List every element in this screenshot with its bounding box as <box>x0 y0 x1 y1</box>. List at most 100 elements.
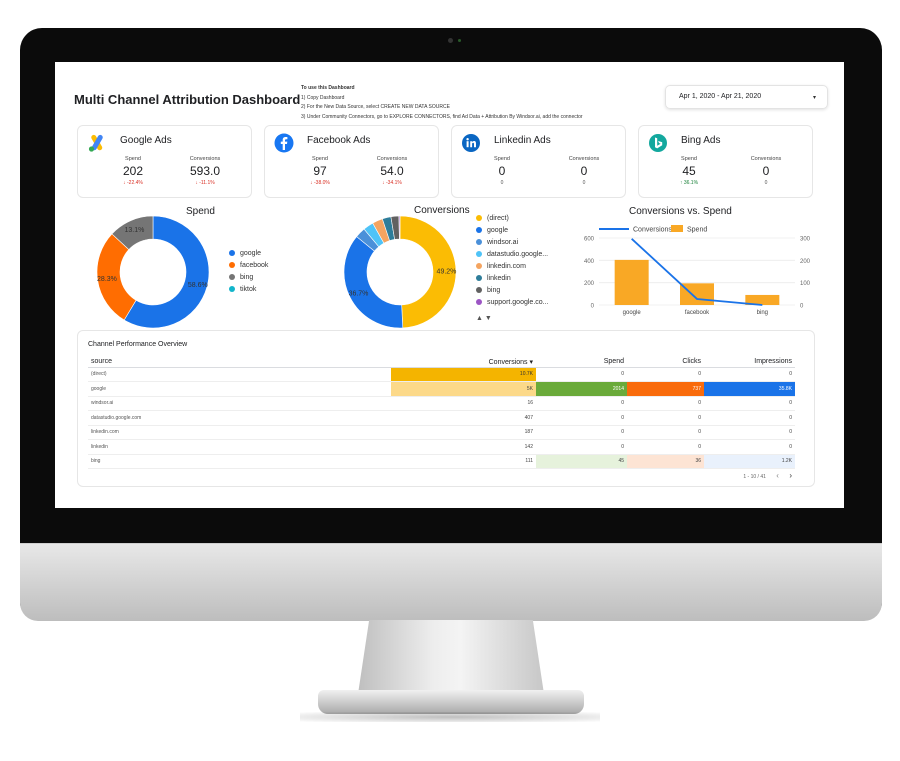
donut-slice-bing <box>111 215 154 250</box>
cell-conversions: 142 <box>391 439 536 455</box>
right-axis-tick: 200 <box>800 259 811 265</box>
column-header-impressions[interactable]: Impressions <box>704 357 795 368</box>
linkedin-icon <box>462 134 480 152</box>
left-axis-tick: 0 <box>591 304 595 310</box>
table-row[interactable]: datastudio.google.com 407 0 0 0 <box>88 410 795 426</box>
donut-slice-google <box>343 236 404 329</box>
spend-value: 202 <box>122 164 144 178</box>
legend-swatch <box>476 251 482 257</box>
slice-label: 58.6% <box>188 282 208 289</box>
legend-item[interactable]: bing <box>476 284 549 296</box>
bing-icon <box>649 134 667 152</box>
cell-spend: 2014 <box>536 381 627 397</box>
donut-slice-google <box>123 215 210 329</box>
legend-item[interactable]: google <box>476 224 549 236</box>
cell-source: bing <box>88 454 391 469</box>
conversions-label: Conversions <box>750 156 782 162</box>
conversions-value: 593.0 <box>189 164 221 178</box>
cell-source: linkedin <box>88 439 391 455</box>
legend-label: facebook <box>240 261 269 269</box>
kpi-card-linkedin-ads: Linkedin Ads Spend 0 0 Conversions 0 0 <box>451 125 626 198</box>
spend-change: ↓ -22.4% <box>123 180 143 186</box>
cell-conversions: 10.7K <box>391 367 536 382</box>
spend-chart-title: Spend <box>186 206 215 217</box>
legend-item[interactable]: facebook <box>229 259 268 271</box>
legend-swatch <box>476 263 482 269</box>
table-row[interactable]: linkedin.com 187 0 0 0 <box>88 425 795 440</box>
cell-clicks: 737 <box>627 381 704 397</box>
dashboard-screen: Multi Channel Attribution Dashboard To u… <box>55 62 844 508</box>
cell-spend: 0 <box>536 410 627 426</box>
cell-spend: 45 <box>536 454 627 469</box>
instructions: To use this Dashboard 1) Copy Dashboard … <box>301 84 651 122</box>
legend-item[interactable]: windsor.ai <box>476 236 549 248</box>
left-axis-tick: 600 <box>584 237 595 243</box>
slice-label: 13.1% <box>124 227 144 234</box>
x-axis-tick: google <box>623 310 642 316</box>
date-range-picker[interactable]: Apr 1, 2020 - Apr 21, 2020 ▾ <box>665 85 828 109</box>
table-pagination: 1 - 10 / 41 ‹ › <box>743 471 792 480</box>
spend-change: ↑ 36.1% <box>679 180 699 186</box>
column-header-conversions[interactable]: Conversions ▾ <box>391 357 536 368</box>
conversions-donut-chart: 49.2% 36.7% <box>343 215 457 329</box>
legend-swatch <box>476 299 482 305</box>
cell-impressions: 1.2K <box>704 454 795 469</box>
line-conversions <box>631 238 763 306</box>
kpi-card-bing-ads: Bing Ads Spend 45 ↑ 36.1% Conversions 0 … <box>638 125 813 198</box>
left-axis-tick: 400 <box>584 259 595 265</box>
google-ads-icon <box>88 134 103 152</box>
column-header-spend[interactable]: Spend <box>536 357 627 368</box>
legend-item[interactable]: (direct) <box>476 212 549 224</box>
page-title: Multi Channel Attribution Dashboard <box>74 92 301 107</box>
prev-page-button[interactable]: ‹ <box>776 471 779 480</box>
cell-source: datastudio.google.com <box>88 410 391 426</box>
column-header-source[interactable]: source <box>88 357 391 368</box>
spend-change: ↓ -38.0% <box>310 180 330 186</box>
monitor-stand <box>358 620 544 694</box>
spend-metric: Spend 0 0 <box>467 156 537 186</box>
legend-label: windsor.ai <box>487 238 519 246</box>
card-title: Facebook Ads <box>307 135 371 146</box>
legend-item[interactable]: support.google.co... <box>476 296 549 308</box>
camera-led <box>458 39 461 42</box>
next-page-button[interactable]: › <box>789 471 792 480</box>
legend-pager[interactable]: ▲ ▼ <box>476 315 492 322</box>
chevron-down-icon: ▾ <box>812 95 816 101</box>
card-title: Linkedin Ads <box>494 135 551 146</box>
table-header-row: source Conversions ▾ Spend Clicks Impres… <box>88 357 795 368</box>
cell-source: google <box>88 381 391 397</box>
table-row[interactable]: bing 111 45 36 1.2K <box>88 454 795 469</box>
conversions-change: 0 <box>582 180 586 186</box>
spend-label: Spend <box>125 156 141 162</box>
conversions-chart-title: Conversions <box>414 205 470 216</box>
legend-swatch <box>229 262 235 268</box>
legend-label: bing <box>487 286 501 294</box>
spend-donut-chart: 58.6% 28.3% 13.1% <box>96 215 210 329</box>
legend-item[interactable]: tiktok <box>229 283 268 295</box>
legend-label: tiktok <box>240 285 257 293</box>
legend-item[interactable]: linkedin.com <box>476 260 549 272</box>
cell-impressions: 0 <box>704 425 795 440</box>
pagination-range: 1 - 10 / 41 <box>743 474 766 480</box>
donut-slice-support-google-co- <box>398 215 401 240</box>
legend-item[interactable]: linkedin <box>476 272 549 284</box>
cell-conversions: 5K <box>391 381 536 397</box>
spend-metric: Spend 202 ↓ -22.4% <box>98 156 168 186</box>
spend-legend: google facebook bing tiktok <box>229 247 268 295</box>
legend-item[interactable]: datastudio.google... <box>476 248 549 260</box>
conversions-value: 54.0 <box>380 164 404 178</box>
conversions-metric: Conversions 593.0 ↓ -11.1% <box>170 156 240 186</box>
instruction-step: 2) For the New Data Source, select CREAT… <box>301 104 450 110</box>
column-header-clicks[interactable]: Clicks <box>627 357 704 368</box>
cell-impressions: 0 <box>704 367 795 382</box>
table-row[interactable]: google 5K 2014 737 35.8K <box>88 381 795 397</box>
conversions-label: Conversions <box>189 156 221 162</box>
legend-item[interactable]: bing <box>229 271 268 283</box>
legend-item[interactable]: google <box>229 247 268 259</box>
table-row[interactable]: windsor.ai 16 0 0 0 <box>88 396 795 411</box>
slice-label: 28.3% <box>97 276 117 283</box>
slice-label: 49.2% <box>437 268 457 275</box>
conversions-vs-spend-chart: Conversions Spend 600 300 400 200 200 100 0 0 go… <box>584 225 811 316</box>
table-row[interactable]: linkedin 142 0 0 0 <box>88 439 795 455</box>
table-row[interactable]: (direct) 10.7K 0 0 0 <box>88 367 795 382</box>
